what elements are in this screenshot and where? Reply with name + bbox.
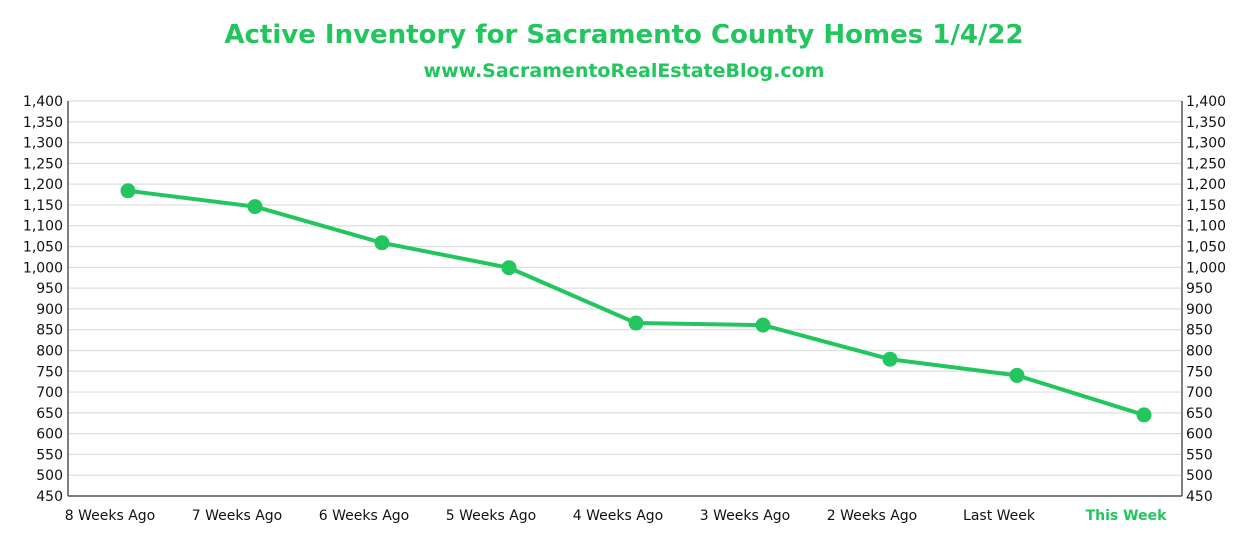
data-point: [628, 315, 644, 331]
y-tick-label-right: 450: [1186, 489, 1213, 505]
y-tick-label-right: 1,400: [1186, 94, 1226, 110]
x-tick-label: 8 Weeks Ago: [65, 508, 156, 524]
series-line: [127, 188, 1145, 417]
data-point: [501, 260, 517, 276]
y-axis-left: 450 500 550 600 650 700 750 800 850 900 950 1,000 1,…: [23, 94, 63, 505]
series-points: [120, 183, 1152, 423]
y-tick-label-right: 1,100: [1186, 219, 1226, 235]
y-tick-label-left: 1,350: [23, 115, 63, 131]
data-point: [247, 199, 263, 215]
data-point: [755, 317, 771, 333]
y-tick-label-right: 1,000: [1186, 260, 1226, 276]
y-tick-label-left: 850: [36, 323, 63, 339]
y-tick-label-left: 1,250: [23, 156, 63, 172]
y-tick-label-left: 750: [36, 364, 63, 380]
axes: [67, 101, 1183, 497]
y-tick-label-left: 600: [36, 427, 63, 443]
x-tick-label: Last Week: [963, 508, 1036, 524]
chart-title: Active Inventory for Sacramento County H…: [224, 20, 1024, 50]
y-tick-label-left: 800: [36, 343, 63, 359]
y-tick-label-left: 500: [36, 468, 63, 484]
y-tick-label-left: 950: [36, 281, 63, 297]
y-tick-label-right: 750: [1186, 364, 1213, 380]
y-tick-label-left: 1,400: [23, 94, 63, 110]
y-tick-label-left: 1,150: [23, 198, 63, 214]
y-tick-label-right: 900: [1186, 302, 1213, 318]
y-tick-label-left: 1,200: [23, 177, 63, 193]
x-tick-label: 5 Weeks Ago: [446, 508, 537, 524]
x-axis: 8 Weeks Ago 7 Weeks Ago 6 Weeks Ago 5 Weeks…: [65, 508, 1167, 524]
y-tick-label-right: 1,350: [1186, 115, 1226, 131]
y-tick-label-left: 1,300: [23, 136, 63, 152]
x-tick-label: This Week: [1086, 508, 1167, 524]
y-tick-label-right: 1,050: [1186, 240, 1226, 256]
y-tick-label-left: 1,100: [23, 219, 63, 235]
y-tick-label-left: 1,050: [23, 240, 63, 256]
series-line-path: [127, 188, 1145, 417]
data-point: [1009, 367, 1025, 383]
y-tick-label-left: 650: [36, 406, 63, 422]
x-tick-label: 7 Weeks Ago: [192, 508, 283, 524]
y-axis-right: 450 500 550 600 650 700 750 800 850 900 950 1,000 1,…: [1186, 94, 1226, 505]
gridlines: [68, 100, 1182, 497]
y-tick-label-right: 1,150: [1186, 198, 1226, 214]
y-tick-label-left: 700: [36, 385, 63, 401]
y-tick-label-right: 700: [1186, 385, 1213, 401]
y-tick-label-right: 1,300: [1186, 136, 1226, 152]
data-point: [120, 183, 136, 199]
y-tick-label-right: 950: [1186, 281, 1213, 297]
data-point: [374, 235, 390, 251]
y-tick-label-right: 1,200: [1186, 177, 1226, 193]
x-tick-label: 3 Weeks Ago: [700, 508, 791, 524]
y-tick-label-right: 1,250: [1186, 156, 1226, 172]
y-tick-label-right: 600: [1186, 427, 1213, 443]
x-tick-label: 2 Weeks Ago: [827, 508, 918, 524]
y-tick-label-left: 900: [36, 302, 63, 318]
y-tick-label-right: 500: [1186, 468, 1213, 484]
data-point: [882, 351, 898, 367]
data-point: [1136, 407, 1152, 423]
y-tick-label-right: 550: [1186, 447, 1213, 463]
y-tick-label-left: 450: [36, 489, 63, 505]
x-tick-label: 6 Weeks Ago: [319, 508, 410, 524]
y-tick-label-right: 650: [1186, 406, 1213, 422]
x-tick-label: 4 Weeks Ago: [573, 508, 664, 524]
y-tick-label-left: 1,000: [23, 260, 63, 276]
y-tick-label-right: 850: [1186, 323, 1213, 339]
y-tick-label-left: 550: [36, 447, 63, 463]
y-tick-label-right: 800: [1186, 343, 1213, 359]
chart-subtitle: www.SacramentoRealEstateBlog.com: [423, 60, 825, 82]
